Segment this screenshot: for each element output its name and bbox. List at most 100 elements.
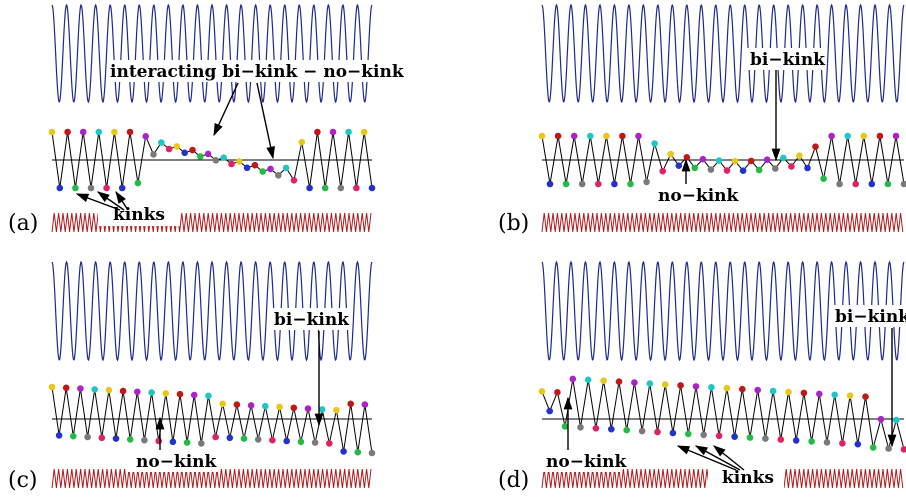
chain-bead xyxy=(236,158,243,165)
chain-bead xyxy=(91,386,98,393)
chain-bead xyxy=(267,165,274,173)
chain-bead xyxy=(126,128,134,136)
chain-bead xyxy=(587,132,594,140)
chain-bead xyxy=(361,401,369,408)
annotation-backdrop xyxy=(542,450,620,472)
substrate-comb xyxy=(541,212,904,233)
chain-bead xyxy=(251,161,259,169)
chain-bead xyxy=(243,164,251,172)
chain-bead xyxy=(204,150,212,158)
chain-bead xyxy=(311,439,319,446)
driving-wave xyxy=(541,3,905,104)
annotation-backdrop xyxy=(832,305,906,327)
chain-bead xyxy=(318,406,326,413)
chain-bead xyxy=(852,180,859,188)
panel-a: (a) interacting bi−kink − no−kink kinks xyxy=(8,3,405,236)
chain-bead xyxy=(578,180,586,188)
chain-bead xyxy=(354,448,362,456)
annotation-kinks: kinks xyxy=(113,205,165,225)
chain-bead xyxy=(155,437,162,445)
chain-bead xyxy=(885,445,892,452)
chain-bead xyxy=(70,432,77,440)
chain-bead xyxy=(282,164,290,172)
annotation-interacting-bi-kink-no-kink: interacting bi−kink − no−kink xyxy=(110,62,405,82)
chain-bead xyxy=(212,433,219,441)
chain-bead xyxy=(631,379,638,386)
chain-bead xyxy=(212,157,220,164)
chain-bead xyxy=(77,385,84,392)
chain-bead xyxy=(290,404,298,412)
chain-link xyxy=(51,131,373,189)
chain-bead xyxy=(816,390,823,398)
chain-bead xyxy=(800,389,808,397)
annotation-backdrop xyxy=(128,450,220,472)
kink-chain xyxy=(48,383,376,457)
chain-bead xyxy=(769,387,777,395)
chain-bead xyxy=(198,440,205,447)
chain-bead xyxy=(700,431,707,439)
arrow xyxy=(96,191,125,211)
chain-bead xyxy=(226,434,234,442)
chain-bead xyxy=(877,415,885,423)
chain-bead xyxy=(844,132,851,140)
panel-label: (c) xyxy=(8,468,38,493)
chain-bead xyxy=(62,384,70,392)
driving-wave xyxy=(541,260,905,362)
kink-chain xyxy=(538,375,906,453)
chain-bead xyxy=(48,128,56,136)
chain-bead xyxy=(546,407,553,415)
chain-bead xyxy=(321,184,329,192)
chain-bead xyxy=(176,390,184,398)
annotation-backdrop xyxy=(746,48,822,70)
chain-bead xyxy=(353,184,360,192)
chain-bead xyxy=(619,132,626,140)
chain-bead xyxy=(669,429,677,437)
chain-bead xyxy=(111,128,118,136)
chain-bead xyxy=(142,133,149,140)
arrow xyxy=(115,190,129,211)
chain-bead xyxy=(368,184,376,192)
chain-bead xyxy=(900,446,906,453)
annotation-bi-kink: bi−kink xyxy=(274,310,350,330)
chain-bead xyxy=(820,175,827,182)
chain-bead xyxy=(643,178,650,186)
chain-bead xyxy=(64,128,71,136)
chain-bead xyxy=(84,433,91,441)
chain-bead xyxy=(900,180,906,188)
chain-bead xyxy=(538,388,546,395)
chain-bead xyxy=(661,381,669,388)
chain-bead xyxy=(283,437,291,445)
chain-bead xyxy=(846,392,854,400)
chain-bead xyxy=(103,184,110,192)
panel-b: (b) bi−kink no−kink xyxy=(498,3,906,236)
chain-bead xyxy=(804,164,811,172)
chain-bead xyxy=(276,403,283,411)
chain-bead xyxy=(592,425,600,432)
chain-bead xyxy=(134,388,141,396)
chain-bead xyxy=(659,167,666,175)
chain-bead xyxy=(808,438,815,445)
chain-bead xyxy=(785,388,792,396)
chain-bead xyxy=(603,132,610,140)
chain-bead xyxy=(707,166,715,173)
chain-bead xyxy=(546,180,554,188)
chain-bead xyxy=(691,164,699,172)
chain-bead xyxy=(228,160,235,168)
chain-bead xyxy=(854,440,862,448)
chain-bead xyxy=(627,180,634,188)
chain-bead xyxy=(247,402,255,409)
chain-link xyxy=(541,378,905,451)
chain-bead xyxy=(723,384,731,392)
panel-c: (c) bi−kink no−kink xyxy=(8,260,376,493)
annotation-no-kink: no−kink xyxy=(658,186,740,206)
chain-bead xyxy=(595,180,602,188)
chain-bead xyxy=(876,132,884,140)
panel-label: (b) xyxy=(498,211,529,236)
chain-bead xyxy=(746,434,754,441)
chain-bead xyxy=(831,391,838,399)
chain-bead xyxy=(240,435,248,442)
chain-bead xyxy=(739,385,746,393)
annotation-no-kink: no−kink xyxy=(136,452,218,472)
chain-bead xyxy=(105,386,113,394)
chain-bead xyxy=(884,180,892,188)
